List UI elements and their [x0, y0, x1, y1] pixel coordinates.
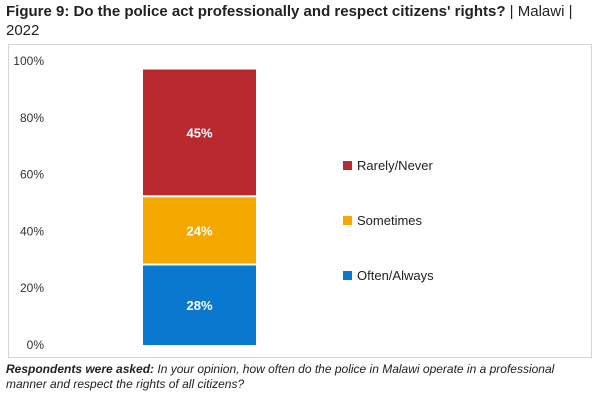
bar-segment [143, 197, 256, 264]
bar-segment [143, 69, 256, 196]
bar-segment [143, 265, 256, 345]
footnote-lead: Respondents were asked: [6, 362, 155, 376]
legend-label: Sometimes [357, 213, 423, 228]
y-tick-label: 100% [13, 54, 44, 68]
chart-title-main: Figure 9: Do the police act professional… [6, 3, 506, 20]
legend-label: Rarely/Never [357, 158, 434, 173]
footnote-text: In your opinion, how often do the police… [6, 362, 555, 391]
y-tick-label: 20% [20, 281, 44, 295]
chart-title: Figure 9: Do the police act professional… [6, 2, 596, 40]
y-tick-label: 0% [27, 338, 45, 352]
legend-swatch [343, 271, 352, 280]
legend-swatch [343, 161, 352, 170]
data-label: 24% [186, 223, 212, 238]
chart-frame [8, 44, 592, 358]
legend-swatch [343, 216, 352, 225]
data-label: 45% [186, 125, 212, 140]
chart-title-suffix: | Malawi | 2022 [6, 3, 573, 39]
y-tick-label: 40% [20, 224, 44, 238]
y-tick-label: 80% [20, 111, 44, 125]
footnote: Respondents were asked: In your opinion,… [6, 362, 598, 392]
data-label: 28% [186, 298, 212, 313]
y-tick-label: 60% [20, 168, 44, 182]
legend-label: Often/Always [357, 268, 434, 283]
